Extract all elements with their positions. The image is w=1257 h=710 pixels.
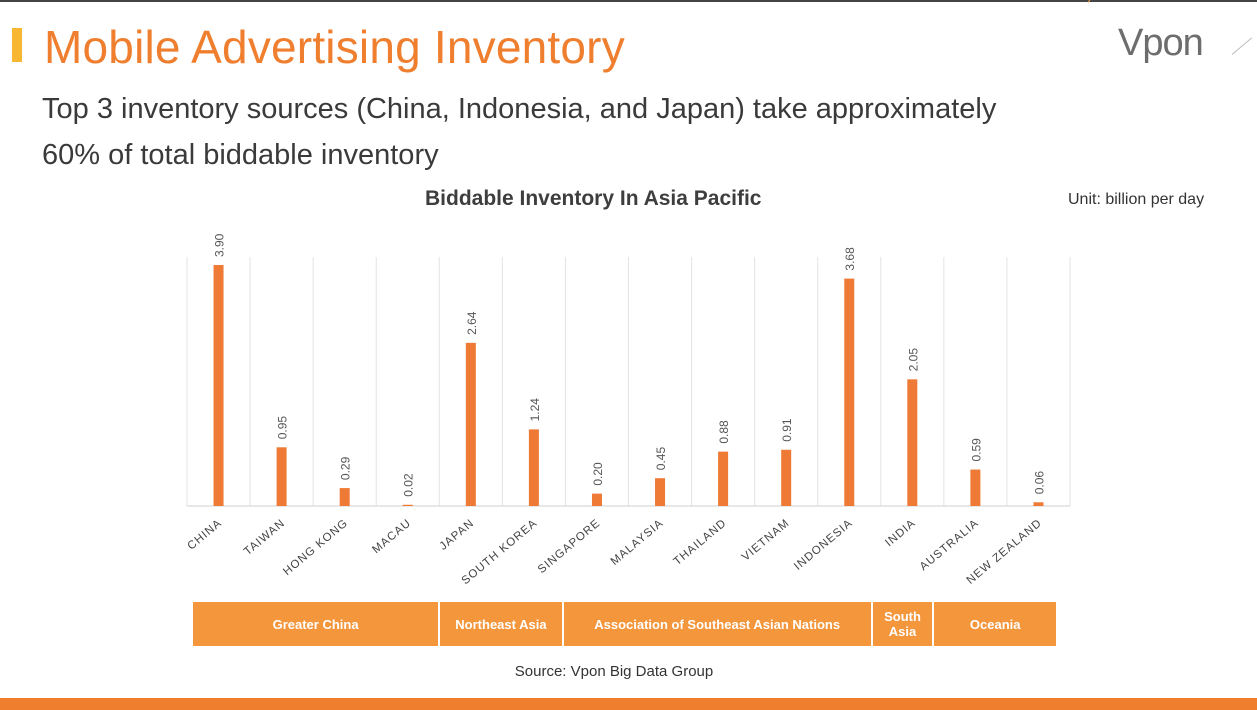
- data-label: 3.68: [843, 247, 857, 271]
- region-label: Oceania: [934, 602, 1058, 646]
- data-label: 2.05: [906, 348, 920, 372]
- bar: [465, 342, 476, 506]
- x-tick-label: INDONESIA: [792, 517, 855, 573]
- data-label: 0.59: [969, 438, 983, 462]
- region-label: Association of Southeast Asian Nations: [563, 602, 873, 646]
- x-tick-label: INDIA: [883, 517, 918, 549]
- bar: [781, 449, 792, 506]
- x-tick-label: AUSTRALIA: [918, 517, 982, 573]
- data-label: 3.90: [213, 233, 227, 257]
- bar: [276, 447, 287, 506]
- x-tick-label: SINGAPORE: [536, 517, 603, 576]
- data-label: 0.88: [717, 420, 731, 444]
- x-tick-label: THAILAND: [672, 517, 729, 568]
- x-tick-label: HONG KONG: [281, 517, 350, 578]
- source-note: Source: Vpon Big Data Group: [514, 663, 714, 680]
- bar: [718, 451, 729, 506]
- region-label: Northeast Asia: [440, 602, 564, 646]
- bar: [844, 278, 855, 506]
- chart-title: Biddable Inventory In Asia Pacific: [425, 187, 762, 210]
- region-label: South Asia: [872, 602, 935, 646]
- bar: [1033, 502, 1044, 506]
- data-label: 1.24: [528, 398, 542, 422]
- x-tick-label: VIETNAM: [740, 517, 792, 564]
- bar: [339, 488, 350, 506]
- x-tick-label: MALAYSIA: [609, 517, 666, 568]
- data-label: 0.45: [654, 447, 668, 471]
- bar: [402, 504, 413, 506]
- bar: [213, 265, 224, 506]
- title-marker: [12, 28, 22, 62]
- slide-title: Mobile Advertising Inventory: [44, 21, 625, 73]
- data-label: 0.91: [780, 418, 794, 442]
- data-label: 0.02: [402, 473, 416, 497]
- x-tick-label: JAPAN: [437, 517, 476, 553]
- bottom-band: [0, 698, 1257, 710]
- top-rule: [0, 0, 1257, 2]
- bar: [655, 478, 666, 506]
- data-label: 2.64: [465, 311, 479, 335]
- slide-subtitle: Top 3 inventory sources (China, Indonesi…: [42, 86, 1042, 178]
- data-label: 0.95: [276, 416, 290, 440]
- data-label: 0.20: [591, 462, 605, 486]
- chart-unit: Unit: billion per day: [1068, 191, 1205, 208]
- data-label: 0.29: [339, 456, 353, 480]
- vpon-logo: Vpon: [1118, 22, 1204, 64]
- x-tick-label: MACAU: [370, 517, 413, 556]
- bar: [970, 469, 981, 506]
- region-label: Greater China: [193, 602, 441, 646]
- subtitle-line-1: Top 3 inventory sources (China, Indonesi…: [42, 93, 997, 125]
- x-tick-label: TAIWAN: [242, 517, 288, 558]
- subtitle-line-2: 60% of total biddable inventory: [42, 139, 439, 171]
- data-label: 0.06: [1032, 471, 1046, 495]
- x-tick-label: CHINA: [186, 517, 225, 552]
- bar: [591, 493, 602, 506]
- bar: [907, 379, 918, 506]
- bar: [528, 429, 539, 506]
